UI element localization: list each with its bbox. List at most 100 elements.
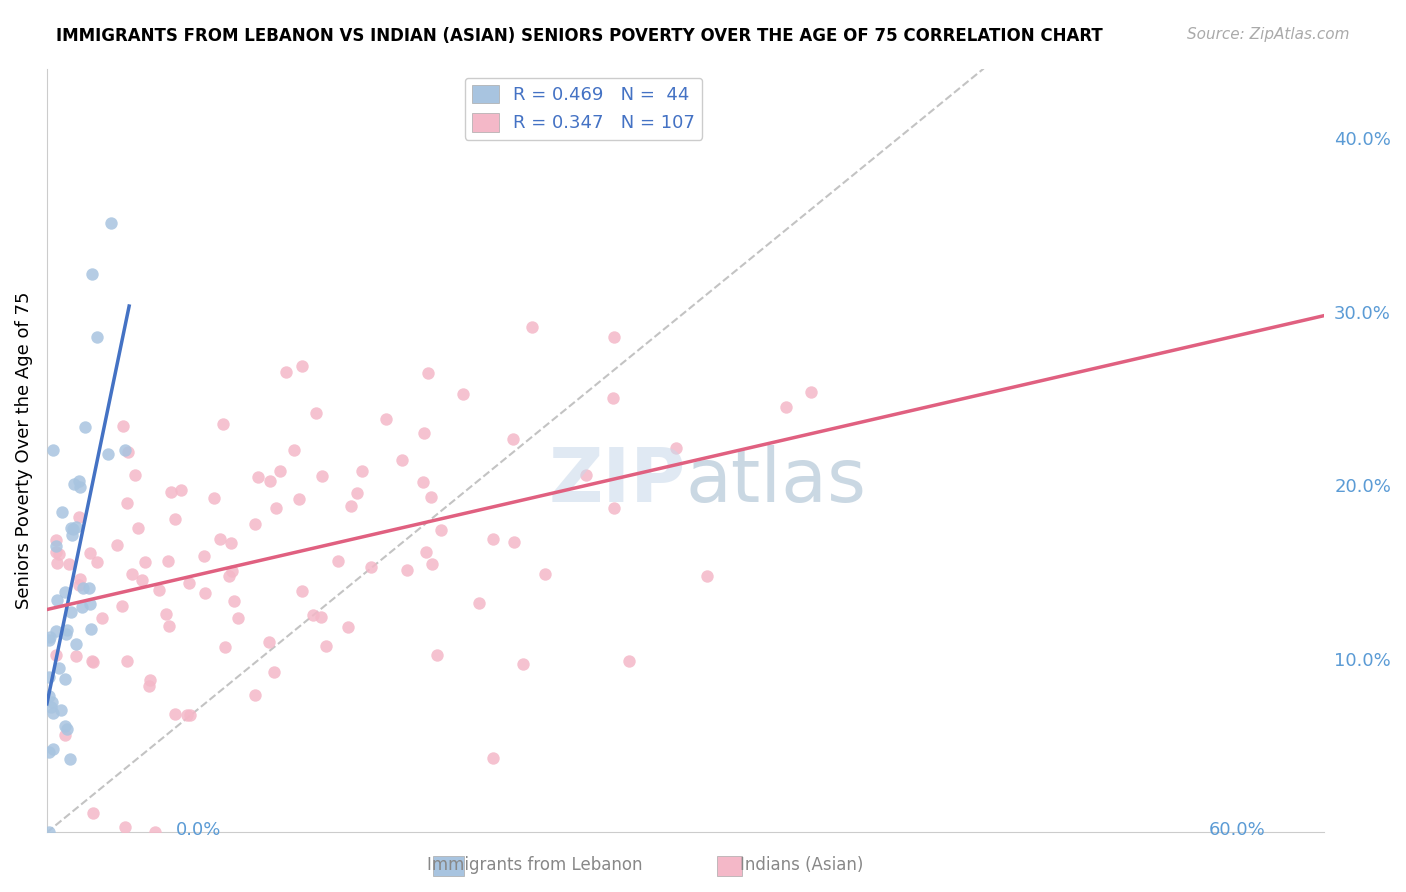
Point — [55, 627, 77, 641]
Point — [45, 648, 67, 663]
Point — [77, 581, 100, 595]
Point — [534, 566, 557, 581]
Text: 60.0%: 60.0% — [1209, 821, 1265, 838]
Point — [80, 654, 103, 668]
Point — [602, 392, 624, 406]
Text: Source: ZipAtlas.com: Source: ZipAtlas.com — [1187, 27, 1350, 42]
Point — [603, 329, 626, 343]
Point — [148, 582, 170, 597]
Point — [41, 442, 63, 457]
Point — [38, 825, 60, 839]
Point — [426, 648, 449, 662]
Point — [79, 622, 101, 636]
Point — [575, 467, 598, 482]
Point — [134, 555, 156, 569]
Point — [160, 485, 183, 500]
Point — [309, 609, 332, 624]
Point — [155, 607, 177, 621]
Point — [131, 573, 153, 587]
Point — [291, 359, 314, 373]
Text: atlas: atlas — [686, 444, 866, 517]
Point — [73, 420, 96, 434]
Point — [502, 433, 524, 447]
Point — [143, 825, 166, 839]
Point — [420, 558, 443, 572]
Point — [264, 501, 287, 516]
Point — [91, 611, 114, 625]
Point — [38, 689, 60, 703]
Point — [339, 499, 361, 513]
Point — [350, 464, 373, 478]
Point — [82, 655, 104, 669]
Point — [48, 661, 70, 675]
Point — [391, 452, 413, 467]
Point — [62, 476, 84, 491]
Point — [79, 597, 101, 611]
Point — [42, 706, 65, 720]
Point — [115, 495, 138, 509]
Point — [412, 475, 434, 489]
Text: Indians (Asian): Indians (Asian) — [740, 856, 863, 874]
Point — [326, 554, 349, 568]
Point — [69, 572, 91, 586]
Point — [45, 544, 67, 558]
Point — [86, 330, 108, 344]
Point — [56, 722, 79, 736]
Point — [138, 679, 160, 693]
Point — [51, 703, 73, 717]
Point — [97, 447, 120, 461]
Point — [696, 569, 718, 583]
Point — [259, 635, 281, 649]
Point — [259, 474, 281, 488]
Point — [315, 639, 337, 653]
Point — [451, 387, 474, 401]
Text: 0.0%: 0.0% — [176, 821, 221, 838]
Point — [139, 673, 162, 687]
Point — [39, 630, 62, 644]
Point — [65, 520, 87, 534]
Point — [86, 555, 108, 569]
Point — [112, 419, 135, 434]
Point — [512, 657, 534, 672]
Point — [69, 480, 91, 494]
Point — [468, 596, 491, 610]
Point — [67, 510, 90, 524]
Point — [67, 475, 90, 489]
Point — [418, 366, 440, 380]
Point — [115, 655, 138, 669]
Point — [38, 670, 60, 684]
Point — [70, 600, 93, 615]
Point — [287, 492, 309, 507]
Point — [38, 745, 60, 759]
Point — [59, 752, 82, 766]
Point — [111, 599, 134, 614]
Point — [360, 560, 382, 574]
Point — [415, 545, 437, 559]
Point — [194, 586, 217, 600]
Point — [395, 563, 418, 577]
Point — [346, 486, 368, 500]
Point — [374, 411, 396, 425]
Point — [39, 700, 62, 714]
Text: ZIP: ZIP — [548, 444, 686, 517]
Point — [283, 442, 305, 457]
Point — [800, 385, 823, 400]
Point — [430, 523, 453, 537]
Point — [100, 216, 122, 230]
Point — [48, 548, 70, 562]
Point — [228, 611, 250, 625]
Point — [243, 516, 266, 531]
Text: Immigrants from Lebanon: Immigrants from Lebanon — [426, 856, 643, 874]
Point — [520, 320, 543, 334]
Point — [311, 469, 333, 483]
Point — [62, 522, 84, 536]
Point — [72, 582, 94, 596]
Point — [219, 536, 242, 550]
Point — [117, 445, 139, 459]
Point — [41, 742, 63, 756]
Point — [274, 365, 297, 379]
Point — [60, 528, 83, 542]
Point — [301, 607, 323, 622]
Point — [53, 673, 76, 687]
Point — [60, 521, 83, 535]
